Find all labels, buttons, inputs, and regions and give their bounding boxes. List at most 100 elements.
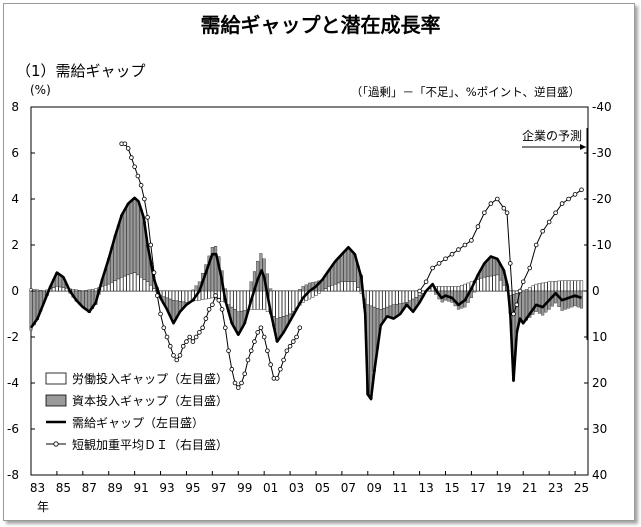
- labor-bar: [476, 279, 480, 292]
- capital-bar: [579, 290, 584, 309]
- labor-bar: [447, 286, 451, 292]
- x-tick-label: 11: [393, 481, 408, 495]
- labor-bar: [133, 272, 137, 292]
- labor-bar: [149, 285, 153, 292]
- labor-bar: [226, 290, 231, 306]
- di-point: [219, 307, 225, 312]
- labor-bar: [107, 283, 111, 292]
- di-point: [281, 357, 286, 363]
- di-point: [430, 265, 435, 271]
- left-tick-label: 6: [11, 146, 19, 160]
- di-point: [417, 288, 422, 294]
- capital-bar: [340, 254, 344, 282]
- x-tick-label: 93: [159, 481, 174, 495]
- legend-label: 短観加重平均ＤＩ（右目盛）: [72, 437, 228, 452]
- di-point: [129, 155, 134, 160]
- labor-bar: [382, 290, 386, 309]
- legend-label: 労働投入ギャップ（左目盛）: [72, 371, 228, 386]
- labor-bar: [570, 280, 574, 292]
- labor-bar: [450, 286, 454, 292]
- right-tick-label: -30: [592, 146, 612, 160]
- di-point: [154, 293, 160, 298]
- x-tick-label: 83: [30, 481, 45, 495]
- di-point: [287, 343, 293, 349]
- di-point: [456, 247, 461, 252]
- capital-bar: [456, 290, 460, 310]
- legend-label: 需給ギャップ（左目盛）: [72, 415, 204, 430]
- capital-bar: [120, 214, 124, 278]
- labor-bar: [152, 288, 156, 292]
- x-tick-label: 23: [548, 481, 563, 495]
- right-tick-label: -40: [592, 100, 612, 114]
- capital-bar: [207, 255, 211, 292]
- capital-bar: [541, 290, 545, 316]
- di-point: [245, 357, 251, 363]
- di-point: [122, 141, 128, 147]
- chart-title: 需給ギャップと潜在成長率: [200, 13, 441, 37]
- capital-bar: [385, 306, 389, 317]
- right-tick-label: 20: [592, 376, 607, 390]
- left-axis-unit: (%): [30, 83, 51, 97]
- labor-bar: [356, 287, 360, 292]
- di-line-1: [121, 143, 301, 389]
- di-point: [187, 334, 192, 340]
- labor-bar: [385, 290, 389, 308]
- labor-bar: [178, 290, 182, 302]
- x-tick-label: 17: [470, 481, 485, 495]
- capital-bar: [301, 286, 305, 292]
- capital-bar: [133, 197, 137, 273]
- di-point: [265, 348, 270, 354]
- labor-bar: [528, 287, 532, 292]
- labor-bar: [456, 286, 461, 292]
- di-point: [540, 228, 545, 234]
- capital-bar: [570, 290, 574, 308]
- di-point: [180, 343, 186, 349]
- capital-bar: [298, 289, 302, 292]
- left-tick-label: -4: [7, 376, 19, 390]
- labor-bar: [146, 281, 150, 292]
- x-tick-label: 01: [263, 481, 278, 495]
- di-point: [579, 187, 584, 193]
- capital-bar: [136, 200, 140, 276]
- di-point: [514, 302, 520, 308]
- right-tick-label: -20: [592, 192, 612, 206]
- labor-bar: [346, 281, 350, 292]
- x-tick-label: 19: [496, 481, 511, 495]
- gap-line: [29, 196, 582, 401]
- x-tick-label: 85: [56, 481, 71, 495]
- capital-bar: [126, 203, 130, 276]
- di-point: [546, 219, 552, 225]
- right-axis-unit: （「過剰」－「不足」、%ポイント、逆目盛）: [351, 85, 580, 99]
- labor-bar: [479, 278, 483, 292]
- di-point: [190, 339, 196, 344]
- di-point: [171, 353, 176, 358]
- x-tick-label: 03: [289, 481, 304, 495]
- labor-bar: [204, 290, 208, 300]
- di-point: [553, 210, 558, 216]
- labor-bar: [495, 274, 499, 292]
- labor-bar: [534, 283, 538, 292]
- labor-bar: [466, 282, 470, 292]
- di-point: [174, 357, 180, 363]
- capital-bar: [194, 285, 198, 292]
- capital-bar: [521, 290, 525, 324]
- labor-bar: [482, 277, 486, 292]
- di-point: [511, 311, 516, 317]
- labor-bar: [136, 274, 140, 292]
- labor-bar: [560, 280, 564, 292]
- di-point: [436, 261, 442, 266]
- left-tick-label: -8: [7, 468, 19, 482]
- di-point: [294, 334, 299, 340]
- x-tick-label: 95: [185, 481, 200, 495]
- labor-bar: [333, 283, 337, 292]
- capital-bar: [576, 290, 580, 308]
- x-tick-label: 91: [133, 481, 148, 495]
- di-point: [216, 297, 222, 303]
- labor-bar: [288, 290, 292, 315]
- capital-bar: [343, 250, 347, 282]
- labor-bar: [502, 285, 506, 292]
- legend-swatch-labor: [45, 372, 67, 385]
- labor-bar: [492, 275, 496, 292]
- di-point: [158, 311, 163, 317]
- di-point: [200, 325, 205, 331]
